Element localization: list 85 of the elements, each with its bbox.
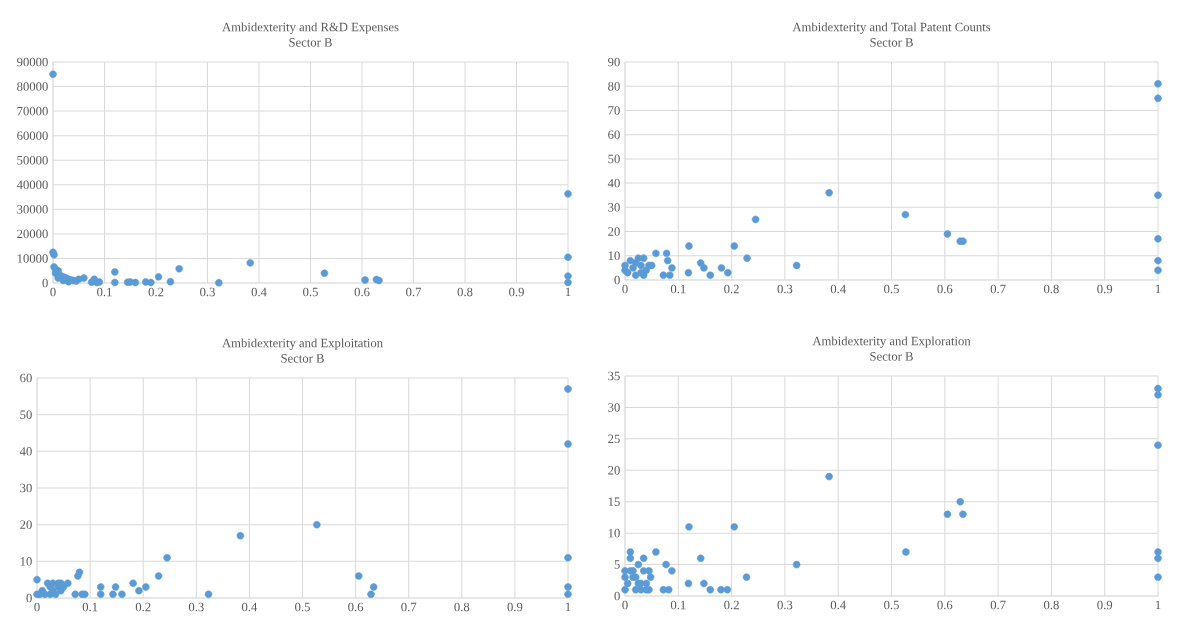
x-tick-label: 0.9	[507, 602, 523, 612]
x-tick-label: 1	[565, 602, 571, 612]
y-tick-label: 40	[19, 447, 32, 456]
y-tick-label: 10	[20, 557, 32, 566]
x-tick-label: 0.3	[188, 602, 204, 612]
y-tick-label: 40000	[16, 180, 48, 190]
x-tick-label: 0.7	[406, 287, 422, 297]
x-tick-label: 0.8	[457, 287, 473, 297]
y-tick-label: 60	[20, 373, 32, 383]
chart-title: Ambidexterity and Exploration	[812, 336, 971, 348]
x-tick-label: 0.3	[777, 600, 793, 610]
y-tick-label: 0	[614, 591, 620, 601]
x-tick-label: 0.2	[135, 602, 151, 612]
y-tick-label: 0	[614, 275, 620, 285]
x-tick-label: 0.5	[303, 287, 318, 297]
y-tick-label: 70	[608, 106, 620, 115]
y-tick-label: 10000	[17, 254, 48, 263]
y-tick-label: 60000	[17, 131, 48, 140]
chart-subtitle: Sector B	[870, 38, 913, 47]
chart-title: Ambidexterity and Total Patent Counts	[792, 22, 991, 34]
x-tick-label: 0.1	[670, 284, 686, 294]
y-tick-label: 80000	[17, 82, 48, 91]
x-tick-label: 0.5	[884, 284, 899, 294]
x-tick-label: 0.9	[509, 287, 524, 297]
y-tick-label: 60	[608, 130, 620, 139]
x-tick-label: 0.2	[724, 600, 739, 610]
x-tick-label: 0	[622, 600, 628, 610]
chart-subtitle: Sector B	[281, 354, 324, 363]
y-tick-label: 10	[608, 528, 620, 538]
x-tick-label: 0.8	[1043, 284, 1059, 294]
x-tick-label: 0.9	[1097, 284, 1113, 294]
chart-title: Ambidexterity and Exploitation	[222, 338, 383, 350]
x-tick-label: 0	[622, 284, 628, 294]
x-tick-label: 0.3	[777, 284, 793, 294]
x-tick-label: 0.3	[200, 287, 215, 297]
x-tick-label: 1	[1155, 600, 1161, 610]
x-tick-label: 0.6	[354, 287, 370, 297]
y-tick-label: 20	[608, 227, 620, 236]
y-tick-label: 30	[20, 483, 32, 493]
x-tick-label: 0.5	[295, 602, 310, 612]
x-tick-label: 0.4	[251, 287, 267, 297]
x-tick-label: 0.6	[937, 284, 953, 294]
y-tick-label: 30	[608, 203, 620, 212]
x-tick-label: 0.8	[454, 602, 470, 612]
y-tick-label: 15	[608, 497, 620, 506]
y-tick-label: 25	[608, 434, 620, 444]
y-tick-label: 30	[608, 403, 620, 412]
x-tick-label: 1	[1155, 284, 1161, 294]
chart-title: Ambidexterity and R&D Expenses	[222, 22, 399, 34]
x-tick-label: 0.7	[990, 600, 1006, 610]
x-tick-label: 0.2	[724, 284, 739, 294]
y-tick-label: 10	[608, 251, 620, 261]
x-tick-label: 0.4	[241, 602, 258, 612]
x-tick-label: 0.5	[884, 600, 899, 610]
y-tick-label: 35	[608, 371, 620, 381]
x-tick-label: 0.8	[1043, 600, 1059, 610]
x-tick-label: 0.1	[82, 602, 98, 612]
x-tick-label: 0.9	[1097, 600, 1113, 610]
x-tick-label: 0.2	[148, 287, 164, 297]
y-tick-label: 50	[608, 154, 620, 164]
chart-subtitle: Sector B	[289, 38, 332, 47]
y-tick-label: 50000	[17, 155, 48, 165]
x-tick-label: 0.6	[348, 602, 364, 612]
y-tick-label: 20	[608, 466, 620, 475]
y-tick-label: 80	[608, 81, 620, 91]
y-tick-label: 70000	[17, 106, 48, 116]
x-tick-label: 0.6	[937, 600, 953, 610]
x-tick-label: 0.4	[830, 284, 846, 294]
y-tick-label: 50	[20, 410, 32, 419]
y-tick-label: 30000	[17, 205, 48, 214]
y-tick-label: 20000	[17, 229, 48, 239]
y-tick-label: 90000	[17, 57, 48, 67]
x-tick-label: 0.7	[401, 602, 417, 612]
y-tick-label: 5	[614, 560, 620, 569]
x-tick-label: 0.1	[670, 600, 686, 610]
x-tick-label: 0.1	[97, 287, 112, 297]
y-tick-label: 0	[26, 593, 32, 603]
x-tick-label: 1	[565, 287, 571, 297]
y-tick-label: 40	[607, 178, 620, 188]
y-tick-label: 90	[608, 57, 620, 67]
x-tick-label: 0.7	[990, 284, 1006, 294]
x-tick-label: 0.4	[830, 600, 846, 610]
x-tick-label: 0	[50, 287, 56, 297]
chart-subtitle: Sector B	[870, 352, 913, 361]
y-tick-label: 20	[20, 520, 32, 529]
